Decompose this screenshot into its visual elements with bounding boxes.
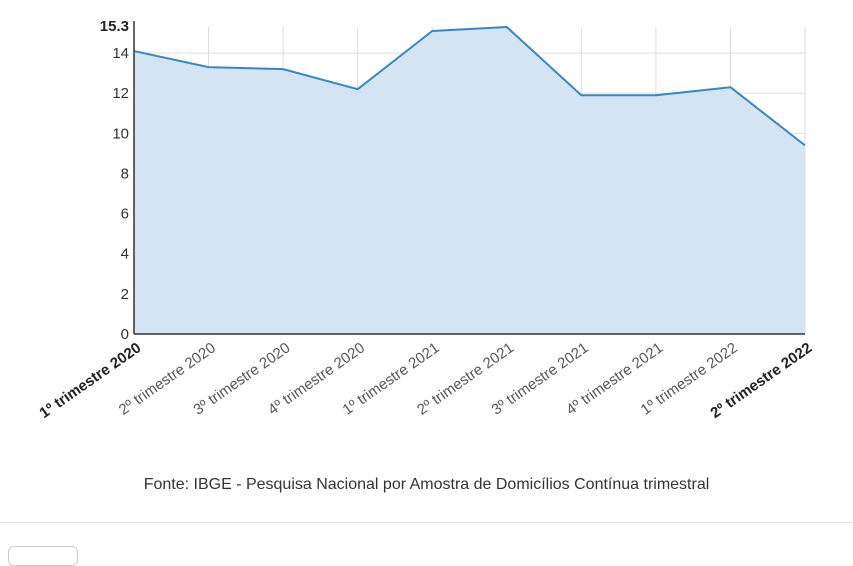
y-tick-label: 10 [112,125,129,142]
y-tick-label: 14 [112,45,129,62]
source-note: Fonte: IBGE - Pesquisa Nacional por Amos… [143,476,710,493]
area-fill [134,27,805,334]
y-tick-label: 12 [112,85,129,102]
footer-button[interactable] [8,546,78,566]
y-max-label: 15.3 [100,18,129,35]
divider [0,522,853,523]
y-tick-label: 6 [121,206,129,223]
y-tick-label: 4 [121,246,129,263]
y-tick-labels: 0 2 4 6 8 10 12 14 15.3 [100,18,129,343]
series-line [133,26,806,147]
y-tick-label: 0 [121,326,129,343]
series-area [133,26,806,334]
axes [133,21,805,335]
y-tick-label: 2 [121,286,129,303]
y-tick-label: 8 [121,165,129,182]
